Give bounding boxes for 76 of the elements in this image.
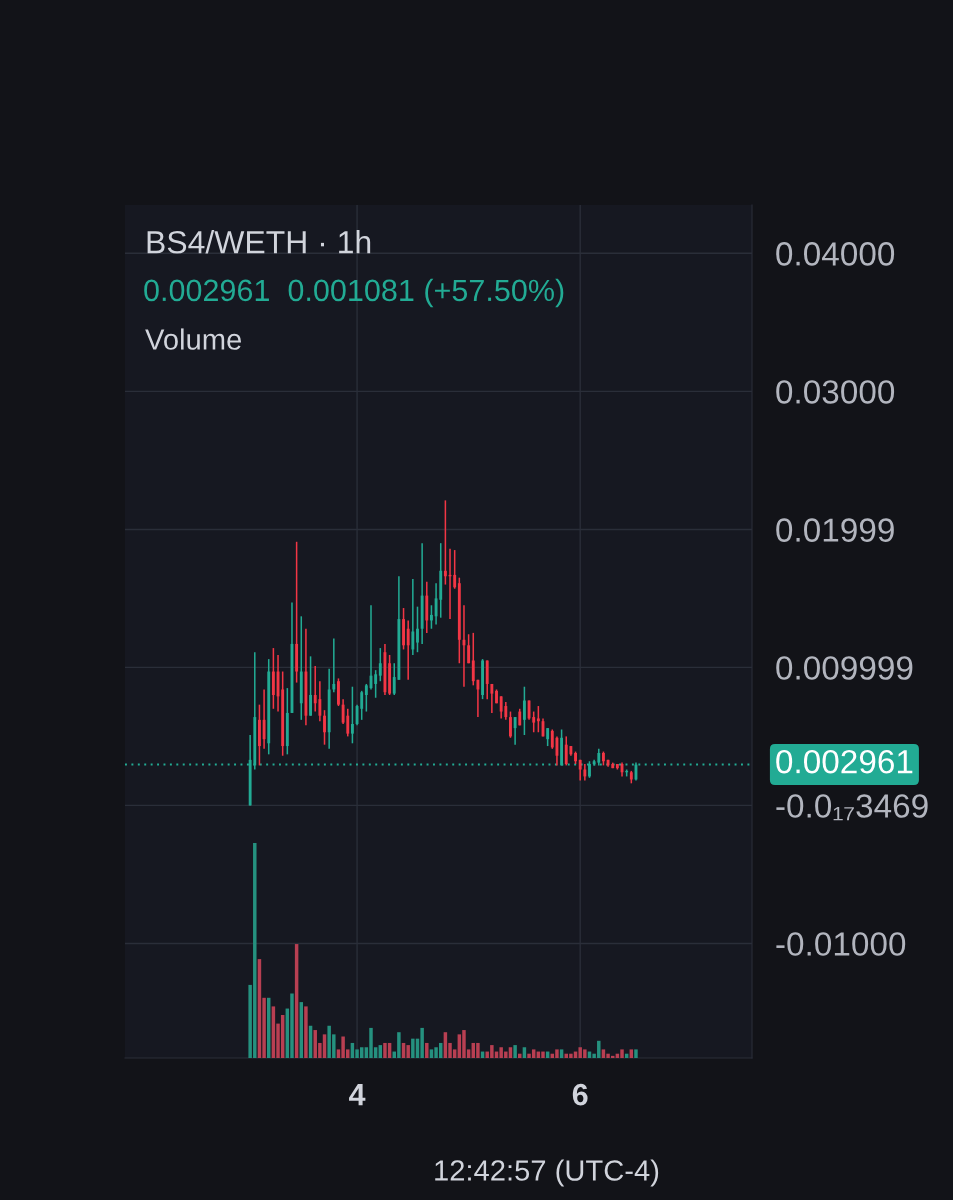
text: 12:42:57 (UTC-4): [435, 1159, 659, 1187]
candlestick: [406, 619, 410, 681]
candlestick: [374, 669, 378, 699]
candlestick: [481, 658, 485, 700]
bar: [531, 1049, 536, 1058]
candlestick: [332, 637, 336, 693]
bar: [425, 1042, 429, 1058]
y-tick-label: 0.009999: [776, 656, 913, 680]
candlestick: [262, 688, 266, 750]
bar: [634, 1049, 638, 1058]
candlestick: [601, 750, 605, 767]
bar: [620, 1049, 624, 1058]
bar: [476, 1042, 480, 1058]
candlestick: [337, 677, 340, 707]
bar: [411, 1038, 415, 1058]
candlestick: [360, 690, 364, 721]
y-tick-label: 0.04000: [776, 242, 895, 266]
candlestick: [453, 549, 457, 590]
bar: [569, 1053, 573, 1058]
bar: [397, 1032, 401, 1058]
candlestick: [564, 735, 568, 767]
candlestick: [313, 665, 317, 713]
candlestick: [258, 703, 261, 767]
bar: [527, 1053, 531, 1058]
y-tick-label: 0.01999: [776, 518, 894, 542]
candlestick: [509, 710, 512, 739]
x-tick-label: 6: [572, 1083, 588, 1106]
candlestick: [350, 685, 354, 745]
bar: [555, 1049, 559, 1058]
bar: [420, 1027, 424, 1058]
candlestick: [346, 708, 350, 738]
candlestick: [536, 705, 540, 734]
candlestick: [411, 578, 415, 656]
bar: [606, 1053, 610, 1058]
candlestick: [416, 605, 419, 653]
candlestick: [430, 604, 433, 630]
candlestick: [323, 709, 326, 746]
candlestick: [513, 716, 517, 746]
bar: [629, 1049, 634, 1058]
y-tick-label: -0.0₁₇3469: [776, 794, 928, 821]
bar: [513, 1045, 517, 1058]
candlestick: [443, 499, 447, 586]
bar: [369, 1027, 373, 1058]
candlestick: [378, 647, 382, 682]
bar: [434, 1047, 438, 1058]
candlestick: [467, 633, 471, 665]
bar: [541, 1051, 545, 1058]
bar: [462, 1030, 466, 1058]
text: BS4/WETH · 1h: [147, 230, 371, 254]
candlestick: [495, 688, 498, 705]
candlestick: [271, 647, 275, 710]
candlestick: [532, 710, 536, 734]
text: 0.002961 0.001081 (+57.50%): [144, 278, 564, 308]
bar: [559, 1049, 564, 1058]
y-tick-label: 0.03000: [776, 380, 895, 404]
candlestick: [485, 659, 489, 700]
bar: [429, 1049, 434, 1058]
bar: [383, 1042, 387, 1058]
bar: [601, 1049, 606, 1058]
bar: [304, 1006, 308, 1058]
candlestick: [499, 695, 503, 720]
candlestick: [550, 728, 554, 750]
ref-line-label: 0.002961: [776, 749, 913, 774]
candlestick: [309, 655, 313, 717]
candlestick: [522, 685, 526, 736]
candlestick: [364, 683, 368, 713]
candlestick: [471, 632, 475, 687]
candlestick: [402, 607, 405, 651]
candlestick: [574, 750, 577, 765]
x-tick-label: 4: [349, 1084, 366, 1106]
y-tick-label: -0.01000: [776, 932, 906, 956]
candlestick: [318, 680, 322, 722]
bar: [290, 993, 294, 1058]
candlestick: [490, 683, 494, 714]
chart-title: Volume: [145, 328, 241, 350]
bar: [406, 1045, 410, 1058]
